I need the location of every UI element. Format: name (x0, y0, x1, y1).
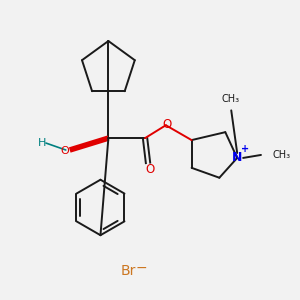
Text: CH₃: CH₃ (273, 150, 291, 160)
Text: CH₃: CH₃ (221, 94, 239, 104)
Text: H: H (38, 138, 46, 148)
Text: N: N (232, 152, 242, 164)
Text: Br: Br (121, 264, 136, 278)
Text: O: O (60, 146, 69, 156)
Text: O: O (162, 118, 172, 131)
Text: +: + (241, 144, 249, 154)
Text: O: O (146, 163, 154, 176)
Text: −: − (135, 261, 147, 275)
